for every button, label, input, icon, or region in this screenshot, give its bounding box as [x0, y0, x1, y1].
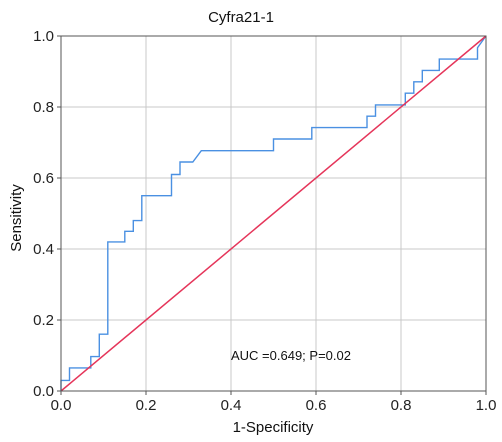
- y-tick-label: 0.2: [33, 312, 54, 329]
- series-layer: [60, 35, 487, 392]
- x-axis-ticks: 0.0 0.2 0.4 0.6 0.8 1.0: [51, 391, 497, 414]
- x-axis-label: 1-Specificity: [233, 419, 314, 436]
- plot-frame: [60, 35, 487, 392]
- y-tick-label: 1.0: [33, 28, 54, 45]
- y-axis-ticks: 0.0 0.2 0.4 0.6 0.8 1.0: [33, 28, 61, 400]
- x-tick-label: 1.0: [476, 397, 497, 414]
- x-tick-label: 0.4: [221, 397, 242, 414]
- roc-curve: [60, 35, 487, 391]
- y-tick-label: 0.4: [33, 241, 54, 258]
- reference-diagonal-line: [60, 35, 487, 392]
- y-axis-label: Sensitivity: [8, 184, 25, 252]
- x-tick-label: 0.6: [306, 397, 327, 414]
- auc-annotation: AUC =0.649; P=0.02: [231, 348, 351, 363]
- y-tick-label: 0.6: [33, 170, 54, 187]
- x-tick-label: 0.0: [51, 397, 72, 414]
- chart-title: Cyfra21-1: [208, 9, 274, 26]
- y-tick-label: 0.0: [33, 383, 54, 400]
- x-tick-label: 0.2: [136, 397, 157, 414]
- y-tick-label: 0.8: [33, 99, 54, 116]
- x-tick-label: 0.8: [391, 397, 412, 414]
